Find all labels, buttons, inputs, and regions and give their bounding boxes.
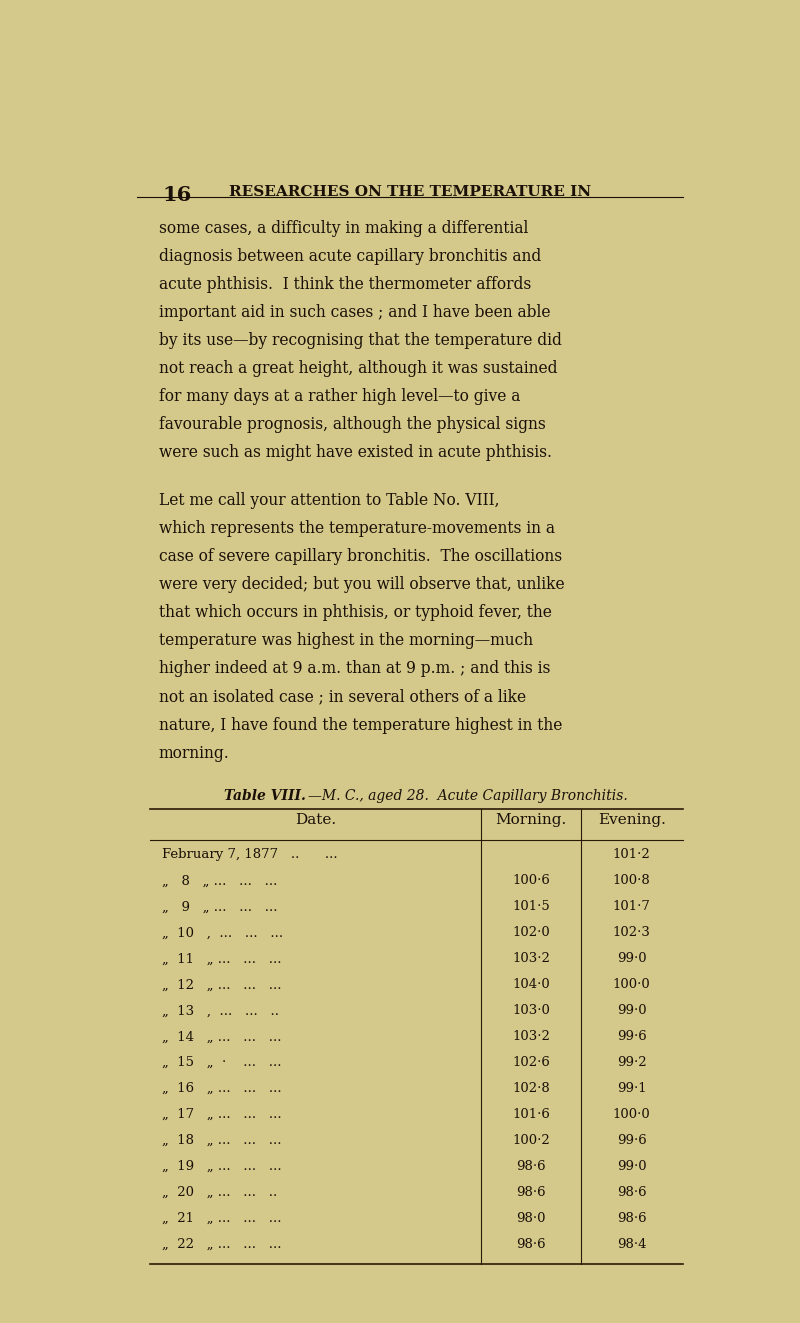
Text: 100·6: 100·6 [512, 875, 550, 888]
Text: 100·8: 100·8 [613, 875, 650, 888]
Text: which represents the temperature-movements in a: which represents the temperature-movemen… [159, 520, 555, 537]
Text: that which occurs in phthisis, or typhoid fever, the: that which occurs in phthisis, or typhoi… [159, 605, 552, 622]
Text: were very decided; but you will observe that, unlike: were very decided; but you will observe … [159, 577, 565, 594]
Text: 104·0: 104·0 [512, 978, 550, 991]
Text: 102·3: 102·3 [613, 926, 650, 939]
Text: nature, I have found the temperature highest in the: nature, I have found the temperature hig… [159, 717, 562, 733]
Text: were such as might have existed in acute phthisis.: were such as might have existed in acute… [159, 445, 552, 460]
Text: 100·2: 100·2 [512, 1134, 550, 1147]
Text: „  13   ,  ...   ...   ..: „ 13 , ... ... .. [162, 1004, 279, 1017]
Text: „  18   „ ...   ...   ...: „ 18 „ ... ... ... [162, 1134, 282, 1147]
Text: higher indeed at 9 a.m. than at 9 p.m. ; and this is: higher indeed at 9 a.m. than at 9 p.m. ;… [159, 660, 550, 677]
Text: „  12   „ ...   ...   ...: „ 12 „ ... ... ... [162, 978, 282, 991]
Text: acute phthisis.  I think the thermometer affords: acute phthisis. I think the thermometer … [159, 277, 531, 292]
Text: „   8   „ ...   ...   ...: „ 8 „ ... ... ... [162, 875, 278, 888]
Text: 102·6: 102·6 [512, 1056, 550, 1069]
Text: some cases, a difficulty in making a differential: some cases, a difficulty in making a dif… [159, 220, 528, 237]
Text: not an isolated case ; in several others of a like: not an isolated case ; in several others… [159, 688, 526, 705]
Text: diagnosis between acute capillary bronchitis and: diagnosis between acute capillary bronch… [159, 247, 541, 265]
Text: 98·4: 98·4 [617, 1238, 646, 1252]
Text: 99·6: 99·6 [617, 1031, 646, 1044]
Text: —M. C., aged 28.  Acute Capillary Bronchitis.: —M. C., aged 28. Acute Capillary Bronchi… [308, 789, 627, 803]
Text: 98·6: 98·6 [516, 1238, 546, 1252]
Text: 103·0: 103·0 [512, 1004, 550, 1017]
Text: Evening.: Evening. [598, 814, 666, 827]
Text: „  21   „ ...   ...   ...: „ 21 „ ... ... ... [162, 1212, 282, 1225]
Text: Morning.: Morning. [495, 814, 566, 827]
Text: 101·6: 101·6 [512, 1109, 550, 1121]
Text: for many days at a rather high level—to give a: for many days at a rather high level—to … [159, 388, 520, 405]
Text: 103·2: 103·2 [512, 953, 550, 966]
Text: 100·0: 100·0 [613, 978, 650, 991]
Text: temperature was highest in the morning—much: temperature was highest in the morning—m… [159, 632, 533, 650]
Text: 102·8: 102·8 [512, 1082, 550, 1095]
Text: 101·2: 101·2 [613, 848, 650, 861]
Text: „  17   „ ...   ...   ...: „ 17 „ ... ... ... [162, 1109, 282, 1121]
Text: 102·0: 102·0 [512, 926, 550, 939]
Text: morning.: morning. [159, 745, 230, 762]
Text: important aid in such cases ; and I have been able: important aid in such cases ; and I have… [159, 304, 550, 321]
Text: by its use—by recognising that the temperature did: by its use—by recognising that the tempe… [159, 332, 562, 349]
Text: 99·2: 99·2 [617, 1056, 646, 1069]
Text: 99·1: 99·1 [617, 1082, 646, 1095]
Text: „  16   „ ...   ...   ...: „ 16 „ ... ... ... [162, 1082, 282, 1095]
Text: 99·0: 99·0 [617, 1160, 646, 1174]
Text: Table VIII.: Table VIII. [224, 789, 306, 803]
Text: „  19   „ ...   ...   ...: „ 19 „ ... ... ... [162, 1160, 282, 1174]
Text: 16: 16 [162, 185, 191, 205]
Text: 100·0: 100·0 [613, 1109, 650, 1121]
Text: 98·0: 98·0 [516, 1212, 546, 1225]
Text: „   9   „ ...   ...   ...: „ 9 „ ... ... ... [162, 901, 278, 913]
Text: „  11   „ ...   ...   ...: „ 11 „ ... ... ... [162, 953, 282, 966]
Text: favourable prognosis, although the physical signs: favourable prognosis, although the physi… [159, 415, 546, 433]
Text: 99·6: 99·6 [617, 1134, 646, 1147]
Text: not reach a great height, although it was sustained: not reach a great height, although it wa… [159, 360, 558, 377]
Text: 98·6: 98·6 [516, 1187, 546, 1199]
Text: „  15   „  ·    ...   ...: „ 15 „ · ... ... [162, 1056, 282, 1069]
Text: „  14   „ ...   ...   ...: „ 14 „ ... ... ... [162, 1031, 282, 1044]
Text: February 7, 1877   ..      ...: February 7, 1877 .. ... [162, 848, 338, 861]
Text: 103·2: 103·2 [512, 1031, 550, 1044]
Text: 101·7: 101·7 [613, 901, 650, 913]
Text: „  20   „ ...   ...   ..: „ 20 „ ... ... .. [162, 1187, 278, 1199]
Text: 101·5: 101·5 [512, 901, 550, 913]
Text: 99·0: 99·0 [617, 1004, 646, 1017]
Text: 98·6: 98·6 [617, 1187, 646, 1199]
Text: RESEARCHES ON THE TEMPERATURE IN: RESEARCHES ON THE TEMPERATURE IN [229, 185, 591, 200]
Text: „  10   ,  ...   ...   ...: „ 10 , ... ... ... [162, 926, 283, 939]
Text: Let me call your attention to Table No. VIII,: Let me call your attention to Table No. … [159, 492, 499, 509]
Text: „  22   „ ...   ...   ...: „ 22 „ ... ... ... [162, 1238, 282, 1252]
Text: 99·0: 99·0 [617, 953, 646, 966]
Text: 98·6: 98·6 [516, 1160, 546, 1174]
Text: case of severe capillary bronchitis.  The oscillations: case of severe capillary bronchitis. The… [159, 549, 562, 565]
Text: 98·6: 98·6 [617, 1212, 646, 1225]
Text: Date.: Date. [295, 814, 336, 827]
